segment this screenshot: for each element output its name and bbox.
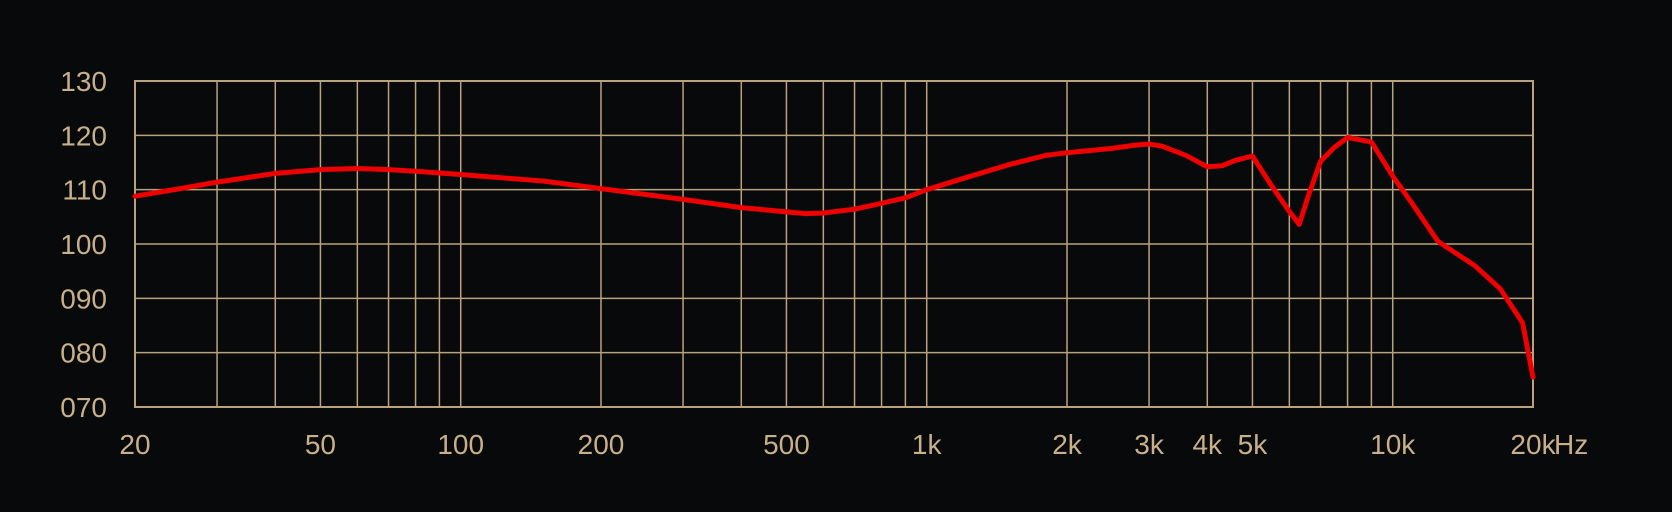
y-tick-label: 090 [60,283,107,314]
y-tick-label: 130 [60,66,107,97]
x-axis-unit-label: Hz [1554,429,1588,460]
y-tick-label: 120 [60,120,107,151]
y-tick-label: 080 [60,338,107,369]
x-tick-labels: 20 50 100 200 500 1k 2k 3k 4k 5k 10k 20k [119,429,1556,460]
x-tick-label: 10k [1370,429,1416,460]
response-curve [132,135,1536,380]
y-tick-label: 070 [60,392,107,423]
x-tick-label: 20 [119,429,150,460]
plot-frame [134,80,1534,408]
x-tick-label: 3k [1134,429,1165,460]
x-tick-label: 1k [912,429,943,460]
x-tick-label: 100 [437,429,484,460]
response-curves [132,135,1536,380]
x-tick-label: 4k [1192,429,1223,460]
x-tick-label: 20k [1510,429,1556,460]
x-tick-label: 5k [1238,429,1269,460]
x-tick-label: 500 [763,429,810,460]
y-tick-label: 100 [60,229,107,260]
x-tick-label: 200 [578,429,625,460]
x-tick-label: 50 [305,429,336,460]
x-tick-label: 2k [1052,429,1083,460]
y-tick-label: 110 [62,175,107,206]
y-tick-labels: 070 080 090 100 110 120 130 [60,66,107,423]
